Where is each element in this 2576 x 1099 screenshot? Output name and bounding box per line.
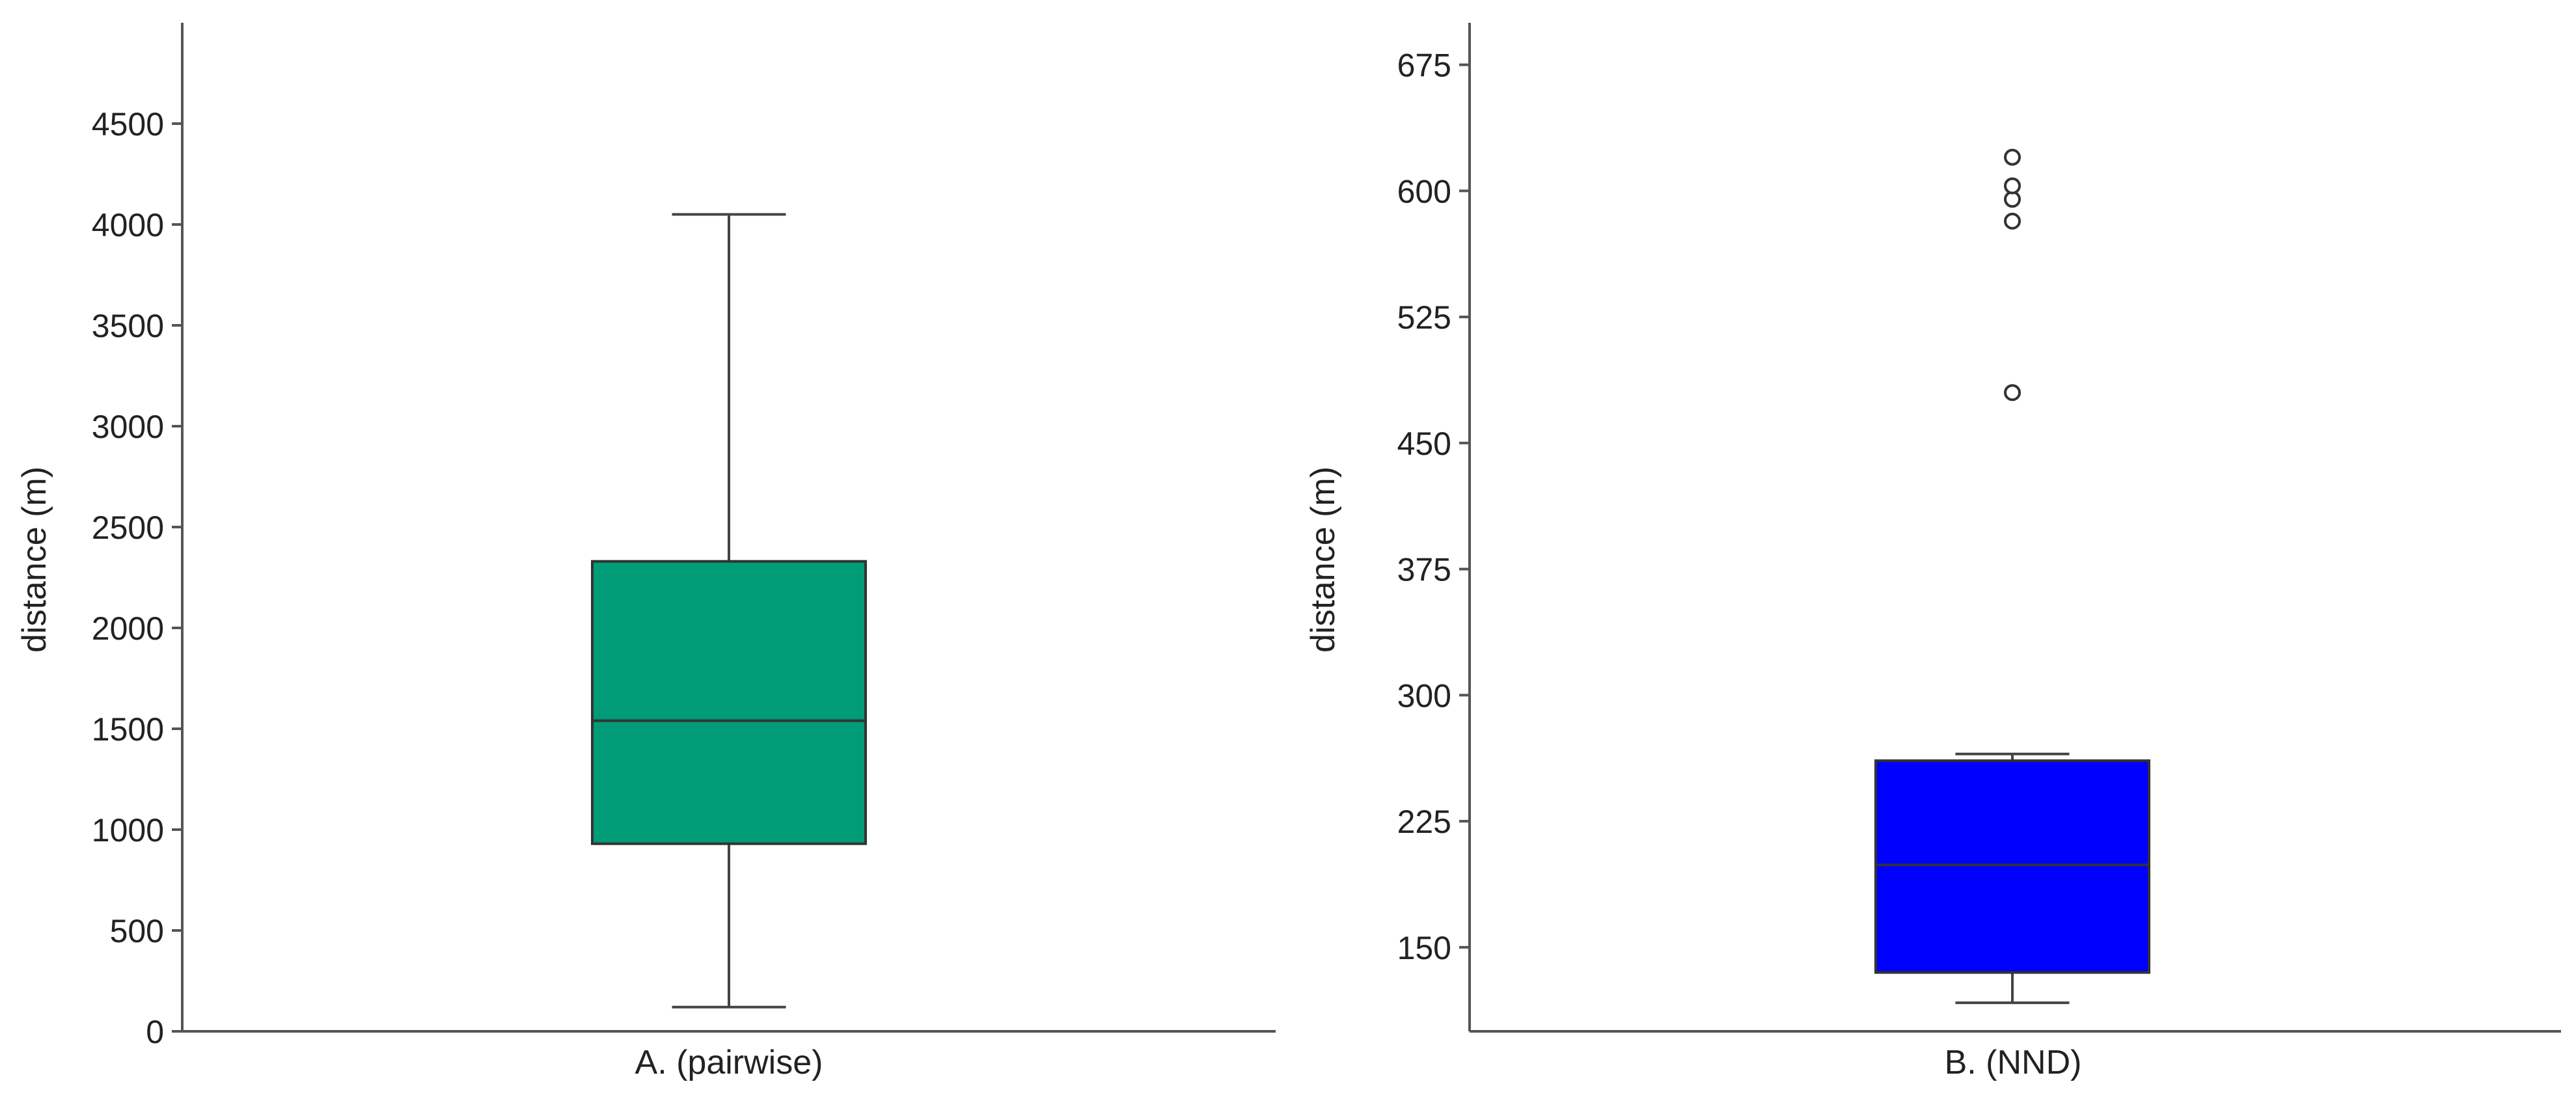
panel-a-y-tick-label: 3000 [92,409,164,445]
panel-b-y-tick-label: 375 [1397,552,1451,588]
panel-b-outlier-point [2004,384,2021,401]
panel-b-y-tick-label: 675 [1397,47,1451,84]
panel-b-outlier-point [2004,177,2021,195]
panel-b-y-tick-label: 600 [1397,173,1451,210]
panel-a-box [591,560,867,845]
panel-b-outlier-point [2004,148,2021,166]
panel-b-y-tick-label: 225 [1397,804,1451,840]
panel-b-x-category-label: B. (NND) [1945,1044,2082,1081]
panel-b-y-tick-label: 150 [1397,930,1451,966]
panel-a-pairwise: distance (m) A. (pairwise) 0 500 1000 1500 2… [16,23,1276,1081]
panel-b-box [1874,759,2150,974]
panel-b-outlier-point [2004,212,2021,230]
panel-b-y-tick-label: 450 [1397,426,1451,462]
panel-a-y-tick-label: 500 [110,913,164,949]
panel-a-x-category-label: A. (pairwise) [635,1044,823,1081]
panel-a-y-tick-label: 1000 [92,812,164,848]
panel-b-y-tick-label: 300 [1397,677,1451,714]
panel-a-y-tick-label: 0 [146,1014,164,1050]
panel-a-y-axis-title: distance (m) [16,467,53,653]
panel-b-y-axis-title: distance (m) [1304,467,1342,653]
panel-a-y-tick-label: 2500 [92,509,164,546]
panel-a-y-tick-label: 4000 [92,207,164,243]
panel-a-y-tick-label: 1500 [92,711,164,748]
panel-b-y-tick-label: 525 [1397,299,1451,336]
panel-a-y-tick-label: 2000 [92,610,164,647]
panel-a-y-tick-label: 4500 [92,106,164,142]
panel-a-y-tick-label: 3500 [92,308,164,344]
panel-b-nnd: distance (m) B. (NND) 150 225 300 375 450 525… [1304,23,2561,1081]
